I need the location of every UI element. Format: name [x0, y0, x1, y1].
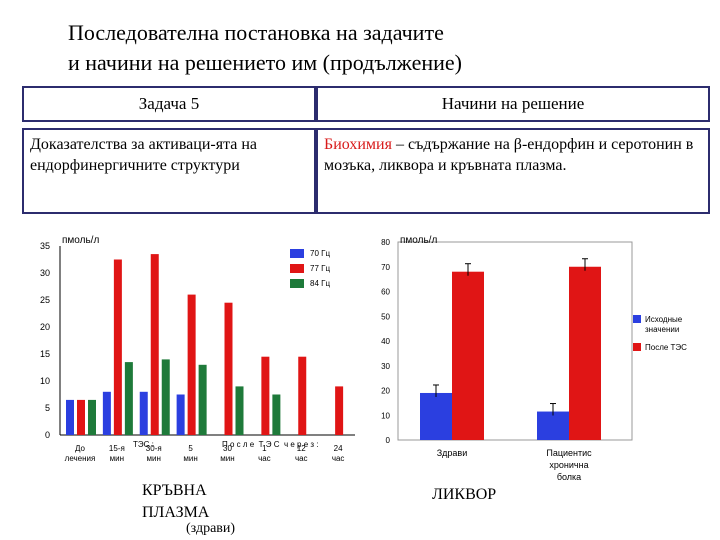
table-header-methods: Начини на решение: [318, 88, 708, 120]
plasma-x-tick-label: 1: [262, 444, 267, 453]
plasma-bar: [198, 364, 207, 435]
plasma-bar: [124, 362, 133, 435]
plasma-x-tick-label: 30: [223, 444, 232, 453]
plasma-x-tick-label: лечения: [65, 454, 96, 463]
plasma-x-tick-label: мин: [147, 454, 161, 463]
methods-text: – съдържание на β-ендорфин и серотонин в…: [324, 136, 694, 174]
plasma-x-tick-label: 12: [297, 444, 306, 453]
plasma-legend-label: 84 Гц: [310, 279, 330, 288]
plasma-legend-swatch: [290, 264, 304, 273]
highlight-biochemistry: Биохимия: [324, 136, 392, 153]
plasma-x-tick-label: час: [295, 454, 308, 463]
plasma-bar: [298, 356, 307, 435]
plasma-bar: [139, 391, 148, 435]
plasma-bar: [77, 399, 85, 435]
plasma-x-tick-label: мин: [183, 454, 197, 463]
csf-chart: 0 10 20 30 40 50 60 70 80 Здрави Пациентис хронична…: [381, 238, 687, 480]
plasma-x-tick-label: мин: [220, 454, 234, 463]
plasma-chart: 05101520253035Долечения15-ямин30-ямин5ми…: [40, 241, 355, 463]
plasma-bar: [66, 399, 74, 435]
csf-y-tick-label: 70: [381, 263, 390, 272]
plasma-legend-swatch: [290, 279, 304, 288]
plasma-bar: [235, 386, 244, 435]
plasma-caption-line-2: ПЛАЗМА: [142, 504, 210, 521]
csf-legend-label: значении: [645, 325, 679, 334]
csf-y-tick-label: 50: [381, 312, 390, 321]
csf-y-tick-label: 0: [386, 436, 391, 445]
csf-legend-label: После ТЭС: [645, 343, 687, 352]
csf-legend-swatch: [633, 315, 641, 323]
table-cell-task: Доказателства за активаци-ята на ендорфи…: [24, 130, 314, 212]
plasma-x-tick-label: мин: [110, 454, 124, 463]
csf-x-tick-label: Пациентис: [546, 448, 592, 458]
plasma-y-tick-label: 0: [45, 430, 50, 440]
title-line-1: Последователна постановка на задачите: [68, 20, 444, 45]
plasma-y-tick-label: 5: [45, 403, 50, 413]
csf-legend-swatch: [633, 343, 641, 351]
group-header-tes: ТЭС :: [133, 440, 154, 449]
table-cell-methods: Биохимия – съдържание на β-ендорфин и се…: [318, 130, 708, 212]
csf-unit-label: пмоль/л: [400, 235, 438, 246]
plasma-x-tick-label: До: [75, 444, 86, 453]
title-line-2: и начини на решението им (продължение): [68, 50, 462, 75]
plasma-y-tick-label: 25: [40, 295, 50, 305]
plasma-x-tick-label: 30-я: [146, 444, 162, 453]
csf-bar: [452, 271, 484, 440]
csf-y-tick-label: 30: [381, 362, 390, 371]
plasma-y-tick-label: 35: [40, 241, 50, 251]
plasma-x-tick-label: 5: [188, 444, 193, 453]
plasma-bar: [113, 259, 122, 435]
plasma-bar: [335, 386, 344, 435]
plasma-bar: [88, 399, 96, 435]
table-header-task: Задача 5: [24, 88, 314, 120]
page-title: Последователна постановка на задачите и …: [68, 18, 462, 78]
plasma-bar: [161, 359, 170, 435]
plasma-legend-swatch: [290, 249, 304, 258]
plasma-legend-label: 70 Гц: [310, 249, 330, 258]
csf-y-tick-label: 40: [381, 337, 390, 346]
plasma-bar: [187, 294, 196, 435]
csf-caption: ЛИКВОР: [432, 486, 497, 503]
plasma-x-tick-label: 24: [334, 444, 343, 453]
plasma-x-tick-label: 15-я: [109, 444, 125, 453]
csf-x-tick-label: Здрави: [437, 448, 468, 458]
csf-x-tick-label: болка: [557, 472, 581, 480]
csf-legend-label: Исходные: [645, 315, 683, 324]
plasma-caption-line-1: КРЪВНА: [142, 482, 207, 499]
plasma-bar: [102, 391, 111, 435]
plasma-bar: [176, 394, 185, 435]
plasma-caption: КРЪВНА ПЛАЗМА: [142, 480, 209, 524]
plasma-bar: [150, 254, 159, 435]
plasma-caption-line-3: (здрави): [186, 521, 236, 536]
csf-y-tick-label: 20: [381, 387, 390, 396]
csf-x-tick-label: хронична: [549, 460, 588, 470]
plasma-bar: [224, 302, 233, 435]
csf-y-tick-label: 60: [381, 288, 390, 297]
plasma-bar: [272, 394, 281, 435]
csf-bar: [569, 266, 601, 440]
plasma-bar: [261, 356, 270, 435]
group-header-after: П о с л е Т Э С ч е р е з :: [222, 440, 319, 449]
plasma-legend-label: 77 Гц: [310, 264, 330, 273]
csf-y-tick-label: 80: [381, 238, 390, 247]
csf-bar: [537, 411, 569, 440]
plasma-unit-label: пмоль/л: [62, 235, 100, 246]
plasma-y-tick-label: 30: [40, 268, 50, 278]
plasma-y-tick-label: 15: [40, 349, 50, 359]
csf-bar: [420, 392, 452, 440]
plasma-y-tick-label: 20: [40, 322, 50, 332]
plasma-x-tick-label: час: [332, 454, 345, 463]
plasma-y-tick-label: 10: [40, 376, 50, 386]
plasma-x-tick-label: час: [258, 454, 271, 463]
csf-y-tick-label: 10: [381, 411, 390, 420]
